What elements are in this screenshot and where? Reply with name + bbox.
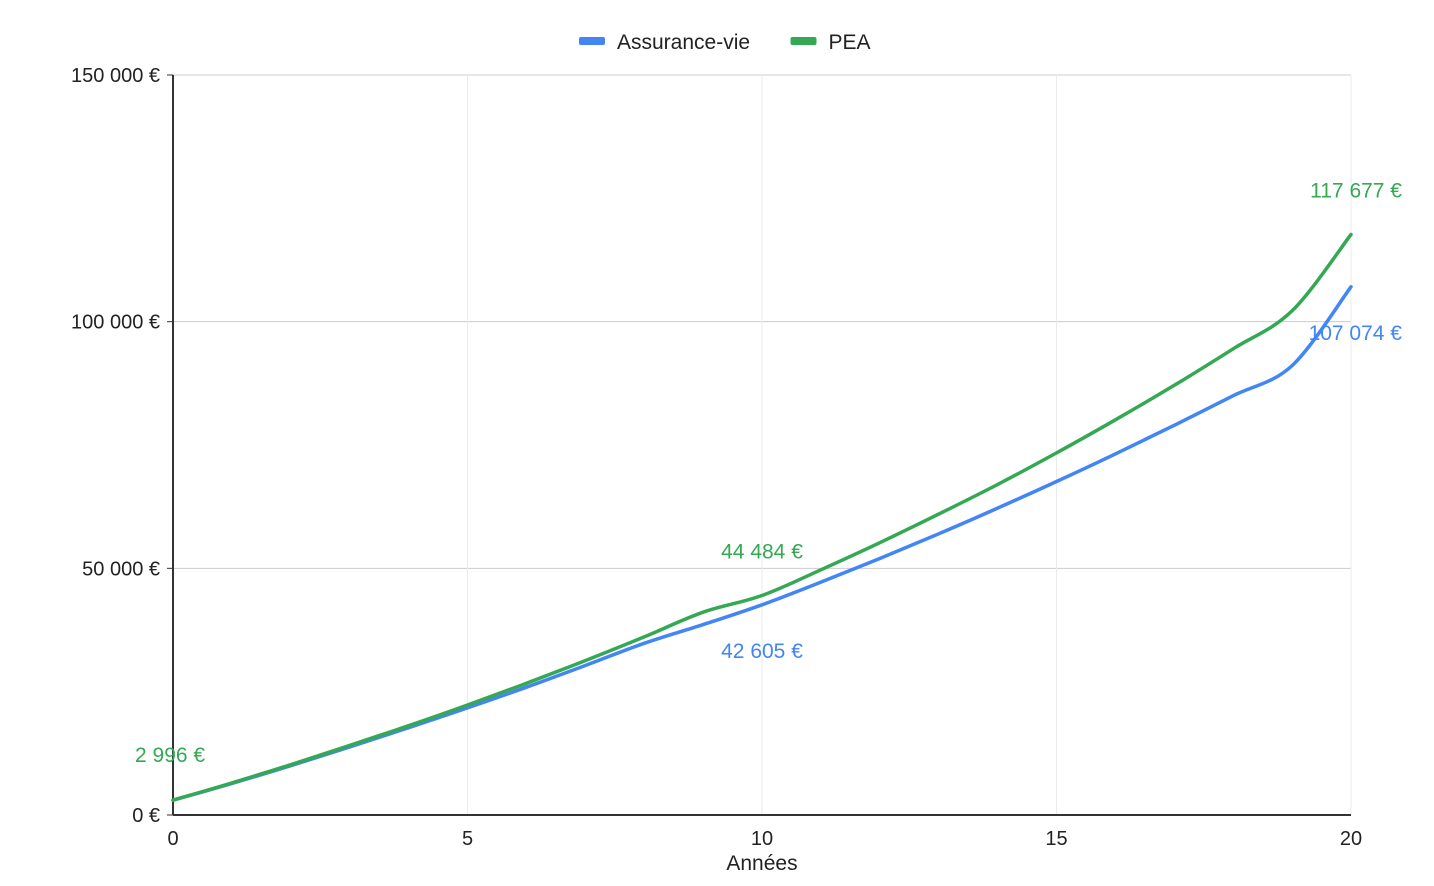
data-label: 117 677 €	[1310, 179, 1402, 202]
series-lines	[171, 232, 1353, 802]
y-tick-label: 150 000 €	[71, 65, 160, 87]
axes	[172, 75, 1351, 816]
x-tick-label: 0	[167, 828, 178, 850]
data-label: 2 996 €	[135, 744, 205, 767]
x-tick-labels: 0 5 10 15 20	[167, 828, 1362, 850]
y-tick-label: 0 €	[132, 805, 160, 827]
legend-item[interactable]: Assurance-vie	[579, 31, 750, 54]
legend-label: Assurance-vie	[617, 31, 750, 54]
x-tick-label: 20	[1340, 828, 1362, 850]
x-tick-label: 15	[1045, 828, 1067, 850]
legend-label: PEA	[829, 31, 871, 54]
legend-swatch	[790, 37, 817, 45]
x-tick-label: 10	[751, 828, 773, 850]
x-tick-label: 5	[462, 828, 473, 850]
legend[interactable]: Assurance-vie PEA	[579, 31, 871, 54]
y-tick-labels: 0 € 50 000 € 100 000 € 150 000 €	[71, 65, 160, 827]
legend-swatch	[579, 37, 605, 45]
y-tick-label: 50 000 €	[82, 558, 160, 580]
y-tick-label: 100 000 €	[71, 312, 160, 334]
series-line-pea	[171, 232, 1353, 802]
data-label: 44 484 €	[721, 541, 803, 564]
grid-lines	[167, 74, 1352, 816]
data-label: 107 074 €	[1309, 322, 1403, 345]
data-label: 42 605 €	[721, 640, 803, 663]
legend-item[interactable]: PEA	[790, 31, 871, 54]
x-axis-title: Années	[726, 852, 797, 875]
data-labels: 2 996 € 44 484 € 42 605 € 117 677 € 107 074 …	[135, 179, 1402, 767]
